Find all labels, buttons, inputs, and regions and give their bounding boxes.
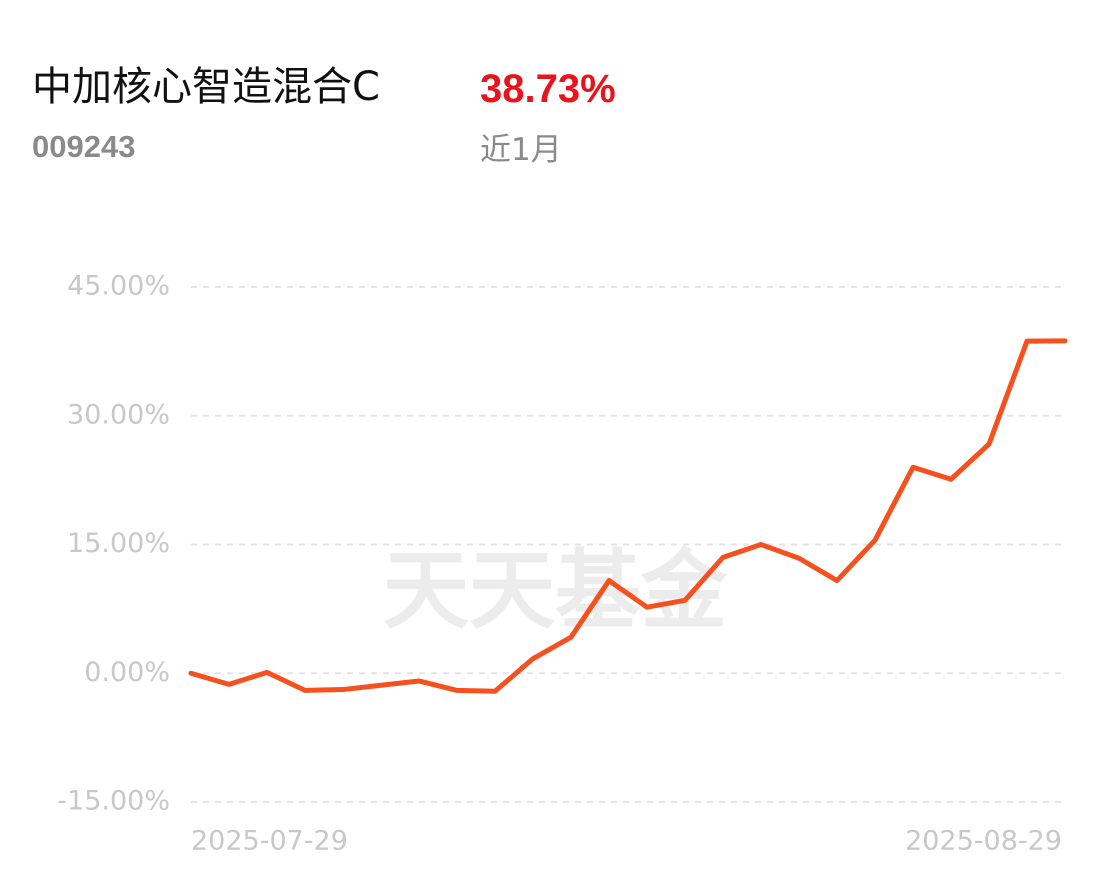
y-tick-label: 45.00% bbox=[67, 271, 170, 302]
line bbox=[188, 338, 1068, 694]
fund-name: 中加核心智造混合C bbox=[32, 64, 380, 110]
x-tick-label: 2025-07-29 bbox=[191, 826, 348, 857]
x-tick-label: 2025-08-29 bbox=[905, 826, 1062, 857]
fund-return: 38.73% bbox=[480, 67, 616, 111]
chart: -15.00% 0.00% 15.00% 30.00% 45.00% 2025-07-29… bbox=[57, 271, 1068, 857]
y-tick-label: 0.00% bbox=[84, 657, 170, 688]
fund-code: 009243 bbox=[32, 129, 135, 164]
y-tick-label: 15.00% bbox=[67, 528, 170, 559]
y-tick-label: 30.00% bbox=[67, 399, 170, 430]
period: 近1月 bbox=[480, 132, 562, 168]
watermark: 天天基金 bbox=[383, 540, 728, 641]
y-tick-label: -15.00% bbox=[57, 786, 170, 817]
